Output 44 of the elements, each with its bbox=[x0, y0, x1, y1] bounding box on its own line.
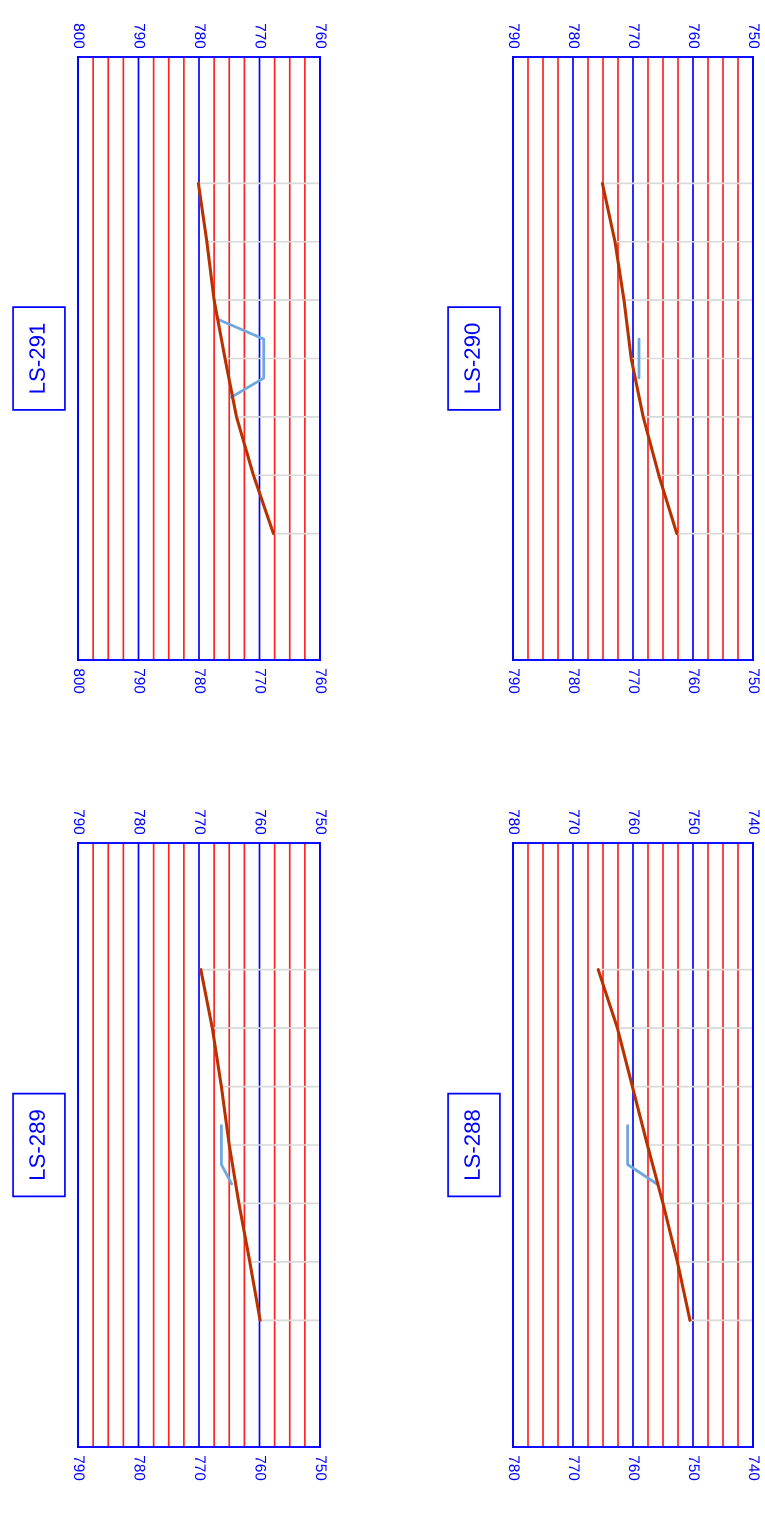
x-tick-label: 760 bbox=[688, 669, 700, 694]
x-tick-label: 770 bbox=[194, 1456, 206, 1481]
x2-tick-label: 760 bbox=[255, 809, 267, 835]
x2-tick-label: 780 bbox=[568, 23, 580, 49]
x2-tick-label: 790 bbox=[508, 23, 520, 49]
x2-tick-label: 770 bbox=[255, 23, 267, 49]
x2-tick-label: 790 bbox=[134, 23, 146, 49]
x2-tick-label: 760 bbox=[628, 809, 640, 835]
text: LS-290 bbox=[464, 323, 480, 393]
x-tick-label: 760 bbox=[255, 1456, 267, 1481]
x2-tick-label: 770 bbox=[568, 809, 580, 835]
text: LS-291 bbox=[29, 323, 45, 393]
x2-tick-label: 750 bbox=[315, 809, 327, 835]
x2-tick-label: 770 bbox=[194, 809, 206, 835]
x2-tick-label: 800 bbox=[73, 23, 85, 49]
x-tick-label: 770 bbox=[255, 669, 267, 694]
x-tick-label: 780 bbox=[508, 1456, 520, 1481]
x-tick-label: 780 bbox=[568, 669, 580, 694]
x-tick-label: 750 bbox=[315, 1456, 327, 1481]
x-tick-label: 740 bbox=[748, 1456, 760, 1481]
x-tick-label: 770 bbox=[568, 1456, 580, 1481]
text: LS-288 bbox=[464, 1110, 480, 1179]
x-tick-label: 780 bbox=[134, 1456, 146, 1481]
x-tick-label: 790 bbox=[134, 669, 146, 694]
x-tick-label: 760 bbox=[628, 1456, 640, 1481]
x-tick-label: 780 bbox=[194, 669, 206, 694]
x2-tick-label: 780 bbox=[134, 809, 146, 835]
x-tick-label: 800 bbox=[73, 669, 85, 694]
x-tick-label: 750 bbox=[688, 1456, 700, 1481]
x-tick-label: 790 bbox=[73, 1456, 85, 1481]
x2-tick-label: 780 bbox=[194, 23, 206, 49]
x-tick-label: 770 bbox=[628, 669, 640, 694]
x-tick-label: 750 bbox=[748, 669, 760, 694]
x2-tick-label: 790 bbox=[73, 809, 85, 835]
x2-tick-label: 780 bbox=[508, 809, 520, 835]
x2-tick-label: 770 bbox=[628, 23, 640, 49]
x2-tick-label: 760 bbox=[315, 23, 327, 49]
text: LS-289 bbox=[29, 1110, 45, 1179]
x2-tick-label: 760 bbox=[688, 23, 700, 49]
x2-tick-label: 740 bbox=[748, 809, 760, 835]
x-tick-label: 790 bbox=[508, 669, 520, 694]
x2-tick-label: 750 bbox=[748, 23, 760, 49]
x2-tick-label: 750 bbox=[688, 809, 700, 835]
x-tick-label: 760 bbox=[315, 669, 327, 694]
